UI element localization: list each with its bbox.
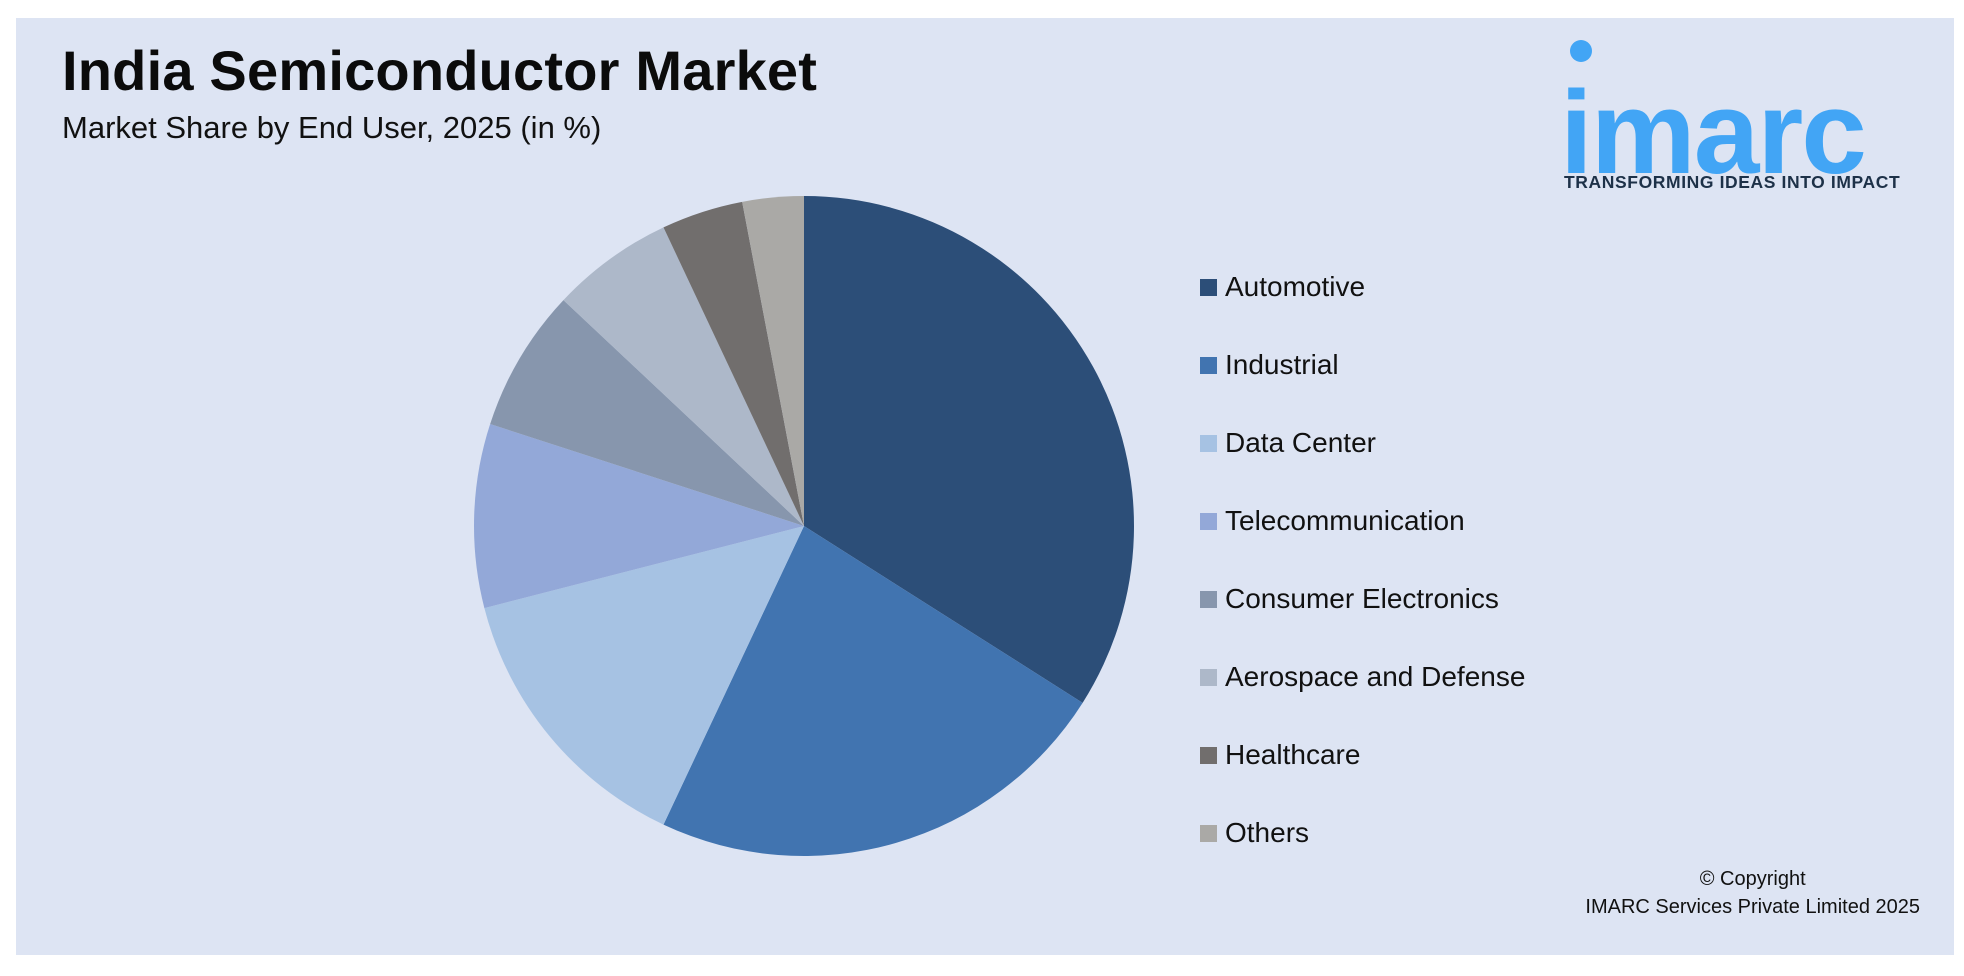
legend-swatch	[1200, 434, 1217, 452]
copyright-line-2: IMARC Services Private Limited 2025	[1585, 896, 1920, 918]
legend-item-telecommunication: Telecommunication	[1200, 482, 1525, 560]
legend-item-healthcare: Healthcare	[1200, 716, 1525, 794]
chart-legend: Automotive Industrial Data Center Teleco…	[1200, 248, 1525, 872]
legend-label: Data Center	[1225, 427, 1376, 458]
pie-slice-telecommunication	[473, 424, 804, 609]
logo-tagline: TRANSFORMING IDEAS INTO IMPACT	[1564, 172, 1901, 192]
legend-swatch	[1200, 356, 1217, 374]
legend-swatch	[1200, 278, 1217, 296]
pie-slice-aerospace-and-defense	[563, 227, 804, 526]
imarc-logo: imarc TRANSFORMING IDEAS INTO IMPACT	[1560, 40, 1930, 200]
pie-slice-others	[742, 196, 804, 526]
legend-swatch	[1200, 668, 1217, 686]
logo-wordmark: imarc	[1560, 67, 1867, 199]
legend-item-consumer-electronics: Consumer Electronics	[1200, 560, 1525, 638]
chart-title: India Semiconductor Market	[62, 39, 818, 102]
copyright-notice: © Copyright IMARC Services Private Limit…	[1585, 865, 1920, 921]
legend-label: Telecommunication	[1225, 505, 1465, 536]
legend-item-industrial: Industrial	[1200, 326, 1525, 404]
legend-label: Healthcare	[1225, 739, 1361, 770]
legend-label: Industrial	[1225, 349, 1339, 380]
pie-slice-automotive	[804, 196, 1134, 703]
legend-item-automotive: Automotive	[1200, 248, 1525, 326]
legend-label: Aerospace and Defense	[1225, 661, 1526, 692]
legend-swatch	[1200, 746, 1217, 764]
legend-item-aerospace-and-defense: Aerospace and Defense	[1200, 638, 1525, 716]
legend-swatch	[1200, 512, 1217, 530]
legend-item-data-center: Data Center	[1200, 404, 1525, 482]
legend-label: Others	[1225, 817, 1310, 848]
pie-slice-data-center	[484, 526, 804, 825]
legend-label: Consumer Electronics	[1225, 583, 1499, 614]
legend-swatch	[1200, 824, 1217, 842]
legend-item-others: Others	[1200, 794, 1525, 872]
pie-slice-healthcare	[663, 201, 804, 526]
pie-slice-consumer-electronics	[490, 300, 804, 526]
chart-subtitle: Market Share by End User, 2025 (in %)	[62, 110, 602, 145]
legend-label: Automotive	[1225, 271, 1366, 302]
logo-dot	[1570, 40, 1592, 62]
legend-swatch	[1200, 590, 1217, 608]
copyright-line-1: © Copyright	[1699, 868, 1806, 890]
pie-slice-industrial	[663, 526, 1083, 856]
